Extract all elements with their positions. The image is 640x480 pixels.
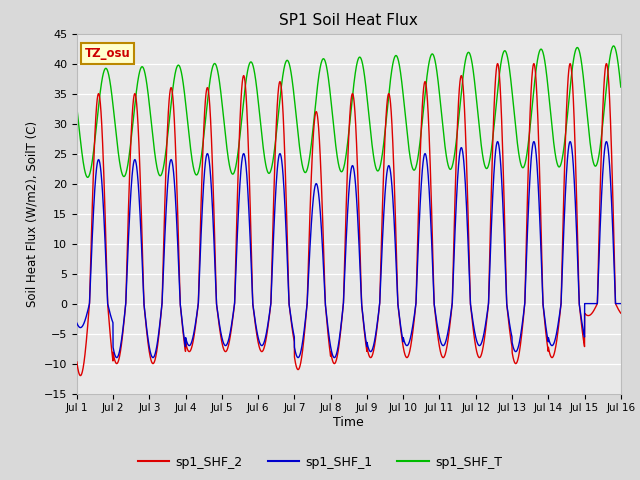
sp1_SHF_1: [171, 183, 179, 189]
sp1_SHF_1: [617, 300, 625, 306]
sp1_SHF_2: [616, 310, 624, 315]
Title: SP1 Soil Heat Flux: SP1 Soil Heat Flux: [280, 13, 418, 28]
sp1_SHF_1: [73, 320, 81, 326]
sp1_SHF_T: [84, 174, 92, 180]
Y-axis label: Soil Heat Flux (W/m2), SoilT (C): Soil Heat Flux (W/m2), SoilT (C): [25, 120, 38, 307]
sp1_SHF_2: [329, 358, 337, 363]
sp1_SHF_1: [113, 355, 120, 360]
sp1_SHF_1: [471, 329, 479, 335]
sp1_SHF_T: [617, 84, 625, 90]
sp1_SHF_1: [494, 139, 502, 144]
X-axis label: Time: Time: [333, 416, 364, 429]
sp1_SHF_1: [616, 300, 624, 306]
sp1_SHF_T: [471, 80, 479, 85]
sp1_SHF_T: [73, 104, 81, 110]
sp1_SHF_2: [471, 337, 479, 343]
sp1_SHF_1: [329, 352, 337, 358]
sp1_SHF_1: [441, 341, 449, 347]
sp1_SHF_2: [171, 124, 179, 130]
sp1_SHF_1: [502, 273, 509, 279]
Legend: sp1_SHF_2, sp1_SHF_1, sp1_SHF_T: sp1_SHF_2, sp1_SHF_1, sp1_SHF_T: [133, 451, 507, 474]
sp1_SHF_2: [494, 61, 502, 67]
sp1_SHF_2: [502, 260, 509, 266]
Line: sp1_SHF_1: sp1_SHF_1: [77, 142, 621, 358]
sp1_SHF_T: [502, 48, 509, 54]
sp1_SHF_2: [73, 359, 81, 365]
sp1_SHF_T: [171, 73, 179, 79]
sp1_SHF_2: [77, 372, 84, 378]
Line: sp1_SHF_T: sp1_SHF_T: [77, 46, 621, 177]
Text: TZ_osu: TZ_osu: [85, 47, 131, 60]
sp1_SHF_T: [610, 43, 618, 49]
sp1_SHF_2: [617, 310, 625, 316]
sp1_SHF_T: [616, 79, 624, 85]
Line: sp1_SHF_2: sp1_SHF_2: [77, 64, 621, 375]
sp1_SHF_T: [441, 140, 449, 146]
sp1_SHF_2: [441, 353, 449, 359]
sp1_SHF_T: [329, 112, 337, 118]
